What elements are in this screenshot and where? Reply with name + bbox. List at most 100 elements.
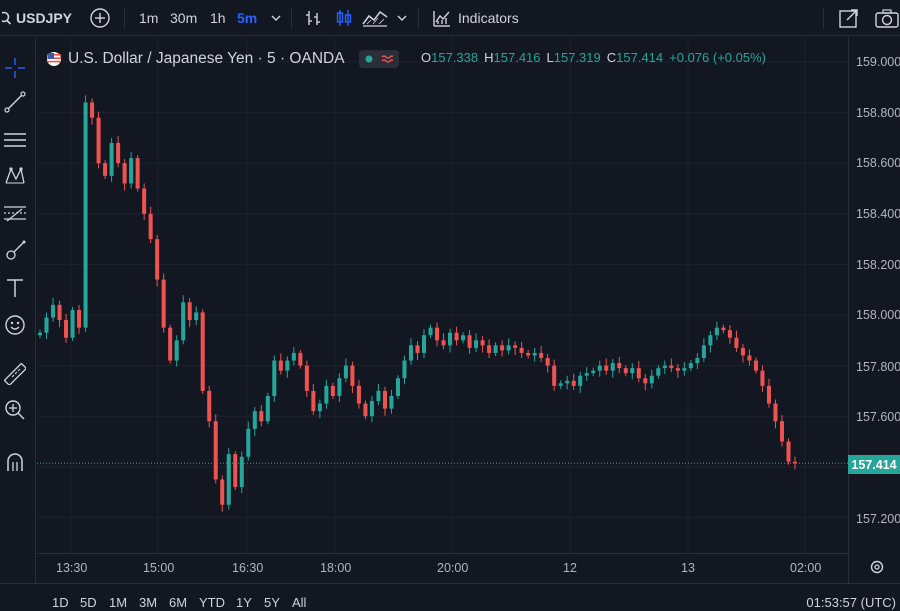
legend-title[interactable]: U.S. Dollar / Japanese Yen · 5 · OANDA: [68, 50, 345, 67]
candle-body: [252, 411, 257, 429]
timeframe-5m[interactable]: 5m: [237, 10, 258, 26]
price-axis[interactable]: [848, 37, 900, 583]
chevron-down-icon: [271, 15, 281, 21]
range-1y[interactable]: 1Y: [236, 595, 252, 610]
candle-body: [636, 368, 641, 379]
price-label: 158.800: [856, 106, 900, 120]
smiley-icon: [5, 315, 25, 335]
time-label: 20:00: [437, 561, 469, 575]
low-value: 157.319: [553, 50, 601, 65]
time-label: 13: [681, 561, 695, 575]
brush-tool[interactable]: [0, 235, 30, 265]
crosshair-tool[interactable]: [0, 53, 30, 83]
candle-body: [474, 340, 479, 348]
chart-type-dropdown[interactable]: [396, 0, 408, 36]
chart-legend: U.S. Dollar / Japanese Yen · 5 · OANDA: [46, 48, 399, 70]
range-1d[interactable]: 1D: [52, 595, 69, 610]
emoji-tool[interactable]: [0, 310, 30, 340]
candle-body: [37, 332, 43, 336]
timeframe-dropdown[interactable]: [270, 0, 282, 36]
candle-body: [389, 395, 394, 409]
time-label: 15:00: [143, 561, 175, 575]
plus-circle-icon: [90, 8, 110, 28]
candle-body: [356, 385, 361, 404]
range-6m[interactable]: 6M: [169, 595, 188, 610]
horizontal-lines-tool[interactable]: [0, 125, 30, 155]
camera-button[interactable]: [875, 0, 900, 36]
candle-body: [291, 352, 296, 361]
candle-body: [701, 345, 706, 359]
candle-body: [493, 345, 498, 353]
candle-body: [369, 401, 374, 417]
range-1m[interactable]: 1M: [109, 595, 128, 610]
utc-clock[interactable]: 01:53:57 (UTC): [806, 595, 896, 610]
candle-body: [155, 239, 160, 280]
candle-body: [96, 117, 101, 164]
trend-line-tool[interactable]: [0, 87, 30, 117]
indicators-button[interactable]: Indicators: [432, 0, 519, 36]
toolbar-divider: [418, 7, 419, 29]
ohlc-readout: O 157.338 H 157.416 L 157.319 C 157.414 +0.0…: [421, 50, 772, 65]
price-chart[interactable]: [37, 37, 848, 583]
candle-body: [220, 479, 225, 505]
candle-body: [382, 390, 387, 409]
candle-body: [656, 368, 661, 376]
range-5d[interactable]: 5D: [80, 595, 97, 610]
text-icon: [7, 279, 23, 297]
measure-tool[interactable]: [0, 359, 30, 389]
candle-body: [70, 309, 75, 338]
chart-settings-button[interactable]: [869, 559, 885, 580]
top-toolbar: USDJPY 1m 30m 1h 5m Indicators: [0, 0, 900, 36]
candle-body: [688, 363, 693, 369]
candle-body: [233, 454, 238, 488]
candle-body: [83, 102, 88, 328]
time-axis[interactable]: [37, 553, 848, 583]
time-label: 18:00: [320, 561, 352, 575]
price-label: 158.600: [856, 156, 900, 170]
candles-chart-type-button[interactable]: [334, 0, 354, 36]
compare-symbol-button[interactable]: [89, 0, 111, 36]
candle-body: [734, 337, 739, 348]
pattern-tool[interactable]: [0, 161, 30, 191]
candle-body: [727, 330, 732, 338]
candle-body: [695, 358, 700, 364]
candle-body: [161, 279, 166, 328]
zoom-tool[interactable]: [0, 395, 30, 425]
snapshot-button[interactable]: [838, 0, 860, 36]
candle-body: [57, 304, 62, 321]
range-all[interactable]: All: [292, 595, 307, 610]
range-3m[interactable]: 3M: [139, 595, 158, 610]
pattern-icon: [5, 167, 25, 184]
change-value: +0.076 (+0.05%): [669, 50, 766, 65]
fib-tool[interactable]: [0, 199, 30, 229]
candle-body: [591, 370, 596, 374]
text-tool[interactable]: [0, 273, 30, 303]
magnet-tool[interactable]: [0, 447, 30, 477]
candle-body: [753, 360, 758, 371]
symbol-search[interactable]: USDJPY: [0, 0, 72, 36]
candle-body: [721, 327, 726, 331]
candle-body: [500, 345, 505, 351]
candle-body: [350, 365, 355, 386]
candle-body: [135, 158, 140, 189]
camera-icon: [875, 9, 899, 28]
market-status-pill[interactable]: [358, 50, 399, 68]
high-key: H: [484, 50, 494, 65]
area-chart-type-button[interactable]: [362, 0, 388, 36]
candle-body: [317, 403, 322, 412]
range-ytd[interactable]: YTD: [199, 595, 225, 610]
candle-body: [324, 385, 329, 404]
timeframe-1m[interactable]: 1m: [139, 10, 159, 26]
drawing-toolbar: [0, 37, 36, 611]
range-5y[interactable]: 5Y: [264, 595, 280, 610]
timeframe-30m[interactable]: 30m: [170, 10, 198, 26]
candle-body: [740, 347, 745, 356]
candle-body: [181, 302, 186, 341]
bar-chart-type-button[interactable]: [303, 0, 323, 36]
timeframe-1h[interactable]: 1h: [210, 10, 226, 26]
candle-body: [714, 327, 719, 336]
candle-body: [90, 102, 95, 118]
horizontal-lines-icon: [4, 133, 26, 147]
candle-body: [630, 368, 635, 374]
candle-body: [747, 355, 752, 361]
